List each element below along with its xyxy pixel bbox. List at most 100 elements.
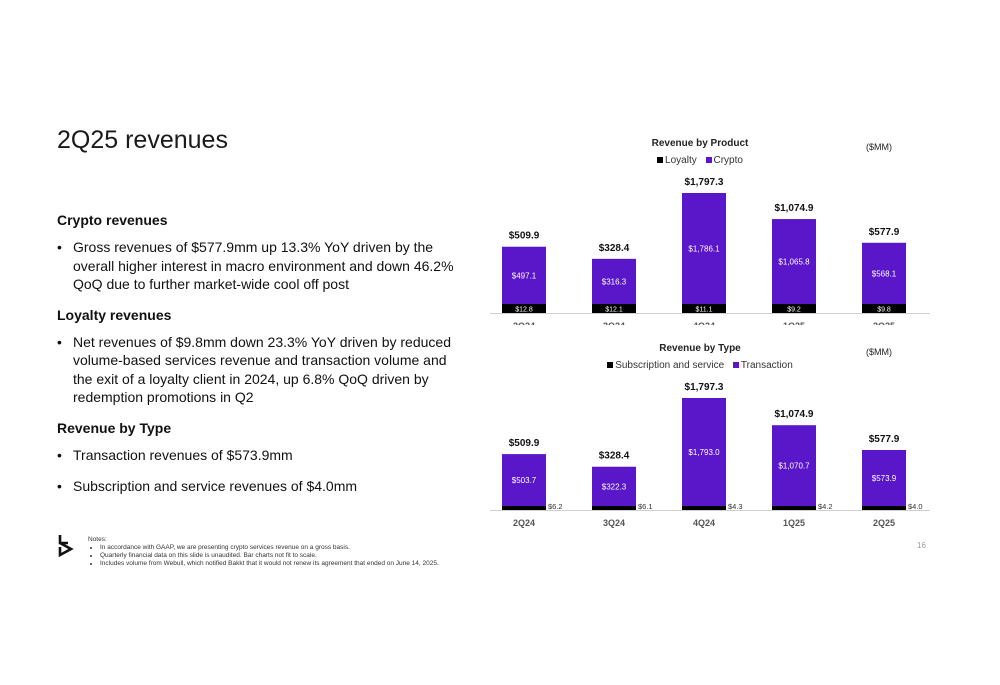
- chart-plot: $497.1 $12.8 $509.9 2Q24 $316.3 $12.1 $328.4 3Q…: [490, 177, 930, 325]
- bakkt-logo: [57, 533, 75, 562]
- x-tick-label: 2Q25: [873, 321, 895, 325]
- total-label: $509.9: [509, 438, 540, 449]
- total-label: $1,074.9: [775, 203, 814, 214]
- legend-swatch: [657, 157, 664, 163]
- chart-units: ($MM): [866, 347, 892, 357]
- x-tick-label: 2Q24: [513, 518, 535, 528]
- chart-plot: $503.7 $6.2 $509.9 2Q24 $322.3 $6.1 $328.4 3Q24…: [490, 382, 930, 528]
- data-label-subscription-and-service: $4.2: [818, 502, 833, 511]
- data-label-subscription-and-service: $4.0: [908, 502, 923, 511]
- data-label-transaction: $322.3: [602, 482, 627, 491]
- data-label-crypto: $316.3: [602, 277, 627, 286]
- bar-segment-crypto: [682, 193, 726, 304]
- total-label: $328.4: [599, 451, 630, 462]
- bullet-loyalty-net: • Net revenues of $9.8mm down 23.3% YoY …: [57, 333, 462, 407]
- total-label: $577.9: [869, 227, 900, 238]
- bakkt-logo-icon: [58, 535, 74, 558]
- data-label-crypto: $497.1: [512, 271, 537, 280]
- x-tick-label: 1Q25: [783, 518, 805, 528]
- bullet-dot: •: [57, 478, 62, 494]
- legend-item-loyalty: Loyalty: [657, 155, 697, 166]
- x-tick-label: 3Q24: [603, 518, 625, 528]
- bar-segment-subscription-and-service: [772, 506, 816, 510]
- bullet-text: Gross revenues of $577.9mm up 13.3% YoY …: [73, 239, 454, 292]
- chart-legend: Loyalty Crypto: [490, 155, 910, 166]
- note-item: In accordance with GAAP, we are presenti…: [100, 544, 439, 552]
- data-label-transaction: $503.7: [512, 476, 537, 485]
- chart-units: ($MM): [866, 142, 892, 152]
- revenue-by-type-chart: Revenue by Type ($MM) Subscription and s…: [490, 340, 930, 530]
- x-tick-label: 2Q24: [513, 321, 535, 325]
- bar-segment-loyalty: [862, 304, 906, 313]
- bar-segment-crypto: [502, 246, 546, 304]
- bullet-text: Transaction revenues of $573.9mm: [73, 446, 293, 463]
- notes-list: In accordance with GAAP, we are presenti…: [88, 544, 439, 568]
- legend-label: Crypto: [713, 155, 743, 166]
- bar-segment-loyalty: [772, 304, 816, 313]
- x-tick-label: 4Q24: [693, 321, 715, 325]
- bullet-dot: •: [57, 446, 62, 463]
- bullet-dot: •: [57, 333, 62, 350]
- note-item: Includes volume from Webull, which notif…: [100, 560, 439, 568]
- total-label: $509.9: [509, 231, 540, 242]
- x-tick-label: 1Q25: [783, 321, 805, 325]
- legend-label: Subscription and service: [615, 360, 725, 371]
- legend-swatch: [607, 362, 614, 368]
- section-heading-type: Revenue by Type: [57, 419, 172, 436]
- bullet-text: Net revenues of $9.8mm down 23.3% YoY dr…: [73, 333, 451, 406]
- section-heading-loyalty: Loyalty revenues: [57, 306, 172, 323]
- bar-segment-transaction: [502, 454, 546, 506]
- chart-title: Revenue by Product: [651, 138, 749, 149]
- bullet-dot: •: [57, 239, 62, 255]
- data-label-crypto: $1,065.8: [778, 258, 810, 267]
- note-item: Quarterly financial data on this slide i…: [100, 552, 439, 560]
- bullet-transaction: • Transaction revenues of $573.9mm: [57, 446, 462, 465]
- bar-segment-transaction: [772, 425, 816, 506]
- data-label-crypto: $1,786.1: [688, 245, 720, 254]
- bar-segment-crypto: [592, 258, 636, 304]
- legend-swatch: [705, 157, 712, 163]
- total-label: $1,074.9: [775, 409, 814, 420]
- bar-segment-transaction: [592, 466, 636, 506]
- data-label-loyalty: $11.1: [696, 307, 713, 314]
- legend-swatch: [732, 362, 739, 368]
- legend-item-subscription: Subscription and service: [607, 360, 724, 371]
- x-tick-label: 3Q24: [603, 321, 625, 325]
- data-label-loyalty: $12.1: [605, 307, 623, 314]
- bar-segment-loyalty: [682, 304, 726, 313]
- data-label-subscription-and-service: $6.2: [548, 502, 563, 511]
- data-label-loyalty: $9.8: [877, 307, 891, 314]
- bar-segment-subscription-and-service: [502, 506, 546, 510]
- bar-segment-crypto: [862, 242, 906, 304]
- chart-title: Revenue by Type: [659, 343, 741, 354]
- bar-segment-subscription-and-service: [682, 506, 726, 510]
- bar-segment-subscription-and-service: [862, 506, 906, 510]
- data-label-loyalty: $12.8: [515, 307, 533, 314]
- revenue-by-product-chart: Revenue by Product ($MM) Loyalty Crypto …: [490, 135, 930, 325]
- data-label-subscription-and-service: $6.1: [638, 502, 653, 511]
- total-label: $328.4: [599, 243, 630, 254]
- total-label: $1,797.3: [685, 177, 724, 188]
- notes-heading: Notes:: [88, 536, 107, 543]
- page-title: 2Q25 revenues: [57, 126, 228, 154]
- bar-segment-transaction: [862, 449, 906, 506]
- bullet-crypto-gross: • Gross revenues of $577.9mm up 13.3% Yo…: [57, 238, 462, 294]
- chart-legend: Subscription and service Transaction: [490, 360, 910, 371]
- total-label: $1,797.3: [685, 382, 724, 393]
- data-label-transaction: $1,793.0: [688, 448, 720, 457]
- bar-segment-crypto: [772, 219, 816, 304]
- bar-segment-subscription-and-service: [592, 506, 636, 510]
- data-label-crypto: $568.1: [872, 269, 897, 278]
- data-label-loyalty: $9.2: [787, 307, 801, 314]
- page-number: 16: [917, 541, 926, 550]
- legend-label: Loyalty: [665, 155, 697, 166]
- total-label: $577.9: [869, 434, 900, 445]
- section-heading-crypto: Crypto revenues: [57, 212, 168, 228]
- data-label-transaction: $573.9: [872, 474, 897, 483]
- bullet-subscription: • Subscription and service revenues of $…: [57, 477, 462, 496]
- legend-item-transaction: Transaction: [732, 360, 793, 371]
- legend-label: Transaction: [740, 360, 793, 371]
- x-tick-label: 2Q25: [873, 518, 895, 528]
- legend-item-crypto: Crypto: [705, 155, 743, 166]
- x-tick-label: 4Q24: [693, 518, 715, 528]
